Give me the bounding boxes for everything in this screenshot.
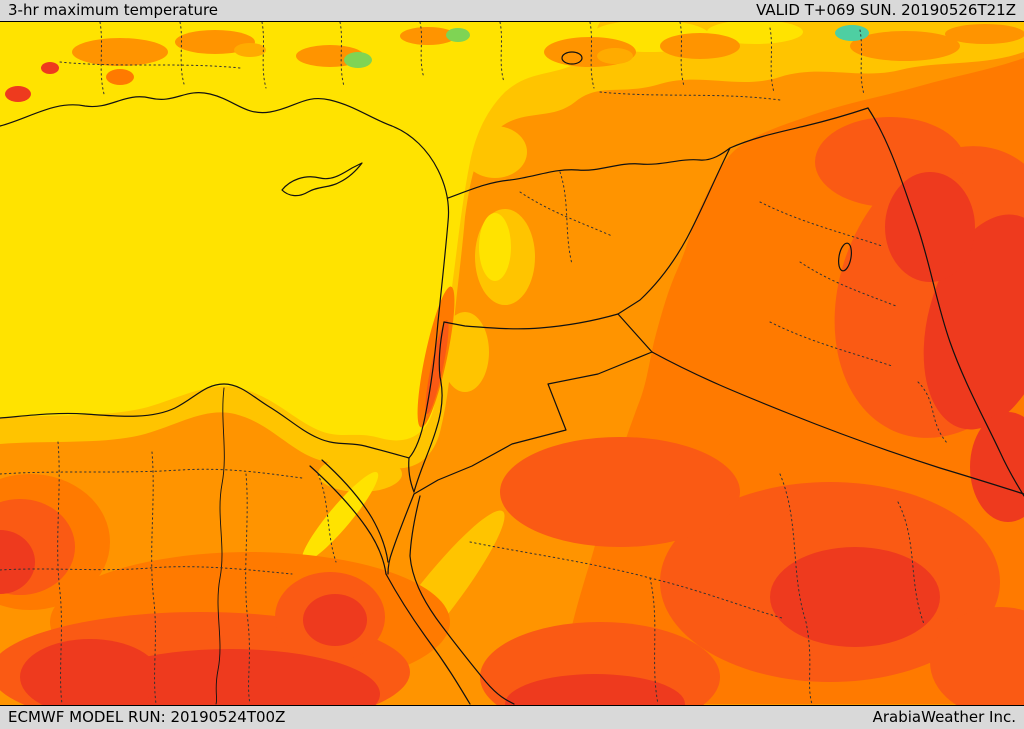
- country-borders: [0, 51, 1024, 705]
- admin-boundary-line: [519, 191, 613, 237]
- admin-boundary-line: [897, 501, 925, 625]
- valid-time-label: VALID T+069 SUN. 20190526T21Z: [756, 1, 1016, 19]
- cool-spots: [344, 25, 869, 68]
- iraq-iran-border: [867, 107, 1024, 497]
- admin-boundary-line: [679, 22, 685, 87]
- admin-boundary-line: [339, 22, 345, 87]
- syria-iraq-border: [617, 147, 731, 315]
- admin-boundary-line: [59, 61, 241, 69]
- red-sea-african-coast: [385, 573, 471, 705]
- israel-egypt-border: [408, 457, 415, 493]
- admin-boundary-line: [99, 22, 105, 95]
- jordan-iraq-border: [617, 313, 653, 353]
- admin-boundaries: [0, 22, 949, 705]
- admin-boundary-line: [0, 566, 293, 575]
- admin-boundary-line: [261, 22, 267, 89]
- warm-spots-top-strip-deeper: [234, 43, 633, 64]
- admin-boundary-line: [589, 22, 595, 89]
- admin-boundary-line: [419, 22, 425, 79]
- nile-river: [215, 387, 225, 705]
- mediterranean-coastline: [0, 92, 450, 459]
- cool-spot-teal: [835, 25, 869, 41]
- admin-boundary-line: [769, 321, 893, 367]
- admin-boundary-line: [499, 22, 505, 83]
- jordan-saudi-border: [413, 351, 653, 495]
- admin-boundary-line: [245, 473, 251, 705]
- brand-label: ArabiaWeather Inc.: [872, 708, 1016, 726]
- admin-boundary-line: [559, 171, 573, 265]
- admin-boundary-line: [769, 27, 775, 93]
- admin-boundary-line: [0, 468, 303, 479]
- syria-jordan-border: [443, 313, 619, 330]
- admin-boundary-line: [599, 91, 781, 101]
- header-bar: 3-hr maximum temperature VALID T+069 SUN…: [0, 0, 1024, 22]
- model-run-label: ECMWF MODEL RUN: 20190524T00Z: [8, 708, 286, 726]
- admin-boundary-line: [917, 381, 949, 445]
- admin-boundary-line: [649, 577, 659, 705]
- lake-outline: [838, 242, 852, 272]
- admin-boundary-line: [179, 22, 185, 85]
- jordan-valley-line: [413, 321, 445, 493]
- map-canvas: [0, 22, 1024, 705]
- admin-boundary-line: [759, 201, 883, 247]
- temperature-map-svg: [0, 22, 1024, 705]
- cyprus-outline: [281, 162, 363, 197]
- admin-boundary-line: [859, 29, 865, 95]
- gulf-of-suez-east-shore: [321, 459, 389, 563]
- admin-boundary-line: [799, 261, 897, 307]
- red-sea-arabian-coast: [409, 495, 515, 705]
- lake-outline: [561, 51, 583, 65]
- temperature-field: [0, 22, 1024, 705]
- cool-spot-green: [446, 28, 470, 42]
- cool-spot-green: [344, 52, 372, 68]
- gulf-of-aqaba-west-shore: [387, 493, 415, 575]
- iraq-saudi-border: [651, 351, 1024, 495]
- footer-bar: ECMWF MODEL RUN: 20190524T00Z ArabiaWeat…: [0, 705, 1024, 729]
- admin-boundary-line: [317, 473, 337, 563]
- admin-boundary-line: [151, 451, 157, 705]
- turkey-syria-border: [447, 107, 869, 199]
- admin-boundary-line: [57, 441, 63, 705]
- gulf-of-suez-west-shore: [309, 465, 387, 575]
- map-title: 3-hr maximum temperature: [8, 1, 219, 19]
